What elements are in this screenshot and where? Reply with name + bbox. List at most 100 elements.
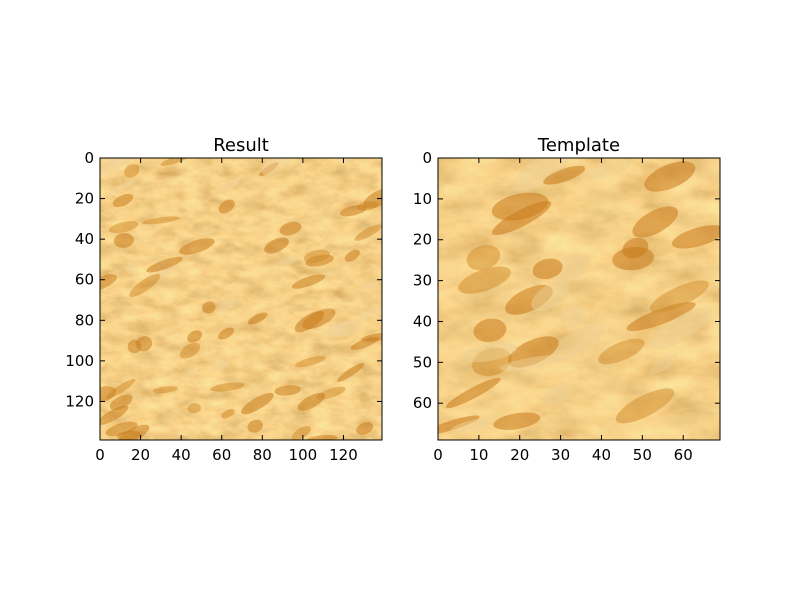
y-tick-label: 60 bbox=[75, 271, 94, 289]
texture-blob bbox=[160, 158, 190, 166]
y-tick-label: 0 bbox=[84, 149, 94, 167]
texture-blob bbox=[514, 158, 571, 192]
y-tick-label: 60 bbox=[413, 394, 432, 412]
texture-blob bbox=[218, 327, 235, 340]
texture-noise bbox=[100, 158, 382, 440]
texture-blob bbox=[560, 306, 586, 328]
texture-blob bbox=[450, 418, 495, 434]
y-tick-label: 20 bbox=[75, 190, 94, 208]
axis-ticks: 0 20 40 60 80 100 120 0 20 40 60 80 100 120 bbox=[65, 149, 382, 464]
y-tick-label: 40 bbox=[75, 230, 94, 248]
texture-blob bbox=[473, 318, 507, 343]
texture-blob bbox=[615, 388, 675, 424]
texture-blob bbox=[146, 256, 183, 273]
texture-blob bbox=[438, 415, 480, 436]
texture-blob bbox=[303, 249, 330, 263]
texture-blob bbox=[241, 392, 274, 415]
texture-blob bbox=[113, 233, 135, 248]
texture-blob bbox=[350, 336, 379, 350]
texture-blob bbox=[179, 238, 215, 255]
texture-blob bbox=[493, 412, 541, 430]
image-area bbox=[438, 158, 720, 440]
y-tick-label: 0 bbox=[422, 149, 432, 167]
texture-blob bbox=[210, 382, 245, 392]
texture-blob bbox=[649, 280, 709, 313]
texture-blob bbox=[100, 386, 117, 403]
texture-blob bbox=[543, 165, 586, 185]
texture-blob bbox=[179, 342, 201, 359]
texture-blob bbox=[216, 175, 243, 195]
texture-blob bbox=[598, 338, 645, 365]
texture-blob bbox=[186, 368, 199, 376]
texture-blob bbox=[359, 282, 379, 290]
panel-template: Template 0 10 20 30 40 50 60 0 10 20 30 40 50 60 bbox=[413, 135, 721, 464]
texture-blob bbox=[221, 409, 235, 419]
texture-blob bbox=[294, 356, 326, 368]
x-tick-label: 100 bbox=[289, 446, 318, 464]
texture-blobs bbox=[100, 158, 382, 440]
texture-blob bbox=[211, 357, 231, 371]
texture-blob bbox=[650, 306, 713, 350]
texture-blob bbox=[305, 435, 338, 440]
texture-blob bbox=[626, 301, 696, 332]
texture-blob bbox=[141, 216, 180, 225]
texture-blob bbox=[105, 421, 138, 437]
texture-blob bbox=[187, 403, 201, 414]
x-tick-label: 50 bbox=[633, 446, 652, 464]
texture-blob bbox=[152, 386, 178, 394]
texture-blob bbox=[294, 310, 325, 333]
panel-result: Result 0 20 40 60 80 100 120 0 20 40 60 80 100 120 bbox=[65, 135, 383, 464]
y-tick-label: 100 bbox=[65, 352, 94, 370]
panel-title: Template bbox=[537, 135, 620, 156]
texture-blob bbox=[218, 199, 235, 214]
x-tick-label: 20 bbox=[131, 446, 150, 464]
texture-blob bbox=[582, 160, 632, 180]
texture-blob bbox=[100, 405, 129, 425]
y-tick-label: 30 bbox=[413, 272, 432, 290]
texture-blob bbox=[357, 306, 382, 320]
texture-blob bbox=[279, 221, 302, 236]
texture-blob bbox=[109, 394, 133, 411]
texture-blob bbox=[445, 377, 501, 409]
y-tick-label: 40 bbox=[413, 312, 432, 330]
x-tick-label: 20 bbox=[510, 446, 529, 464]
texture-blob bbox=[187, 330, 203, 343]
axis-ticks: 0 10 20 30 40 50 60 0 10 20 30 40 50 60 bbox=[413, 149, 720, 464]
texture-blob bbox=[356, 422, 373, 435]
texture-blob bbox=[354, 224, 382, 241]
texture-blob bbox=[274, 385, 302, 396]
axes-frame bbox=[99, 157, 383, 441]
x-tick-label: 0 bbox=[433, 446, 443, 464]
texture-blob bbox=[124, 164, 140, 178]
texture-blob bbox=[112, 193, 134, 207]
texture-blob bbox=[100, 274, 118, 291]
texture-blob bbox=[297, 392, 326, 411]
panel-title: Result bbox=[213, 135, 269, 156]
texture-blobs bbox=[438, 158, 720, 436]
texture-blob bbox=[261, 158, 289, 175]
texture-blob bbox=[264, 237, 289, 254]
texture-blob bbox=[532, 258, 563, 280]
x-tick-label: 30 bbox=[551, 446, 570, 464]
texture-blob bbox=[650, 354, 678, 374]
x-tick-label: 10 bbox=[469, 446, 488, 464]
texture-blob bbox=[129, 273, 161, 297]
x-tick-label: 60 bbox=[212, 446, 231, 464]
texture-blob bbox=[531, 281, 570, 312]
texture-blob bbox=[491, 192, 549, 221]
texture-blob bbox=[543, 381, 573, 407]
texture-blob bbox=[278, 256, 300, 265]
y-tick-label: 80 bbox=[75, 311, 94, 329]
axes-frame bbox=[437, 157, 721, 441]
x-tick-label: 0 bbox=[95, 446, 105, 464]
texture-blob bbox=[291, 274, 326, 289]
texture-blob bbox=[671, 225, 720, 249]
texture-blob bbox=[216, 297, 238, 313]
y-tick-label: 10 bbox=[413, 190, 432, 208]
x-tick-label: 60 bbox=[674, 446, 693, 464]
x-tick-label: 120 bbox=[329, 446, 358, 464]
y-tick-label: 20 bbox=[413, 231, 432, 249]
texture-blob bbox=[319, 321, 349, 339]
texture-blob bbox=[461, 342, 518, 363]
